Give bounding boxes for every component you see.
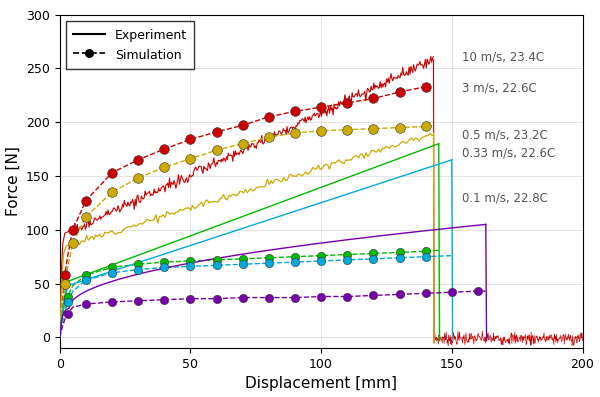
- Title: .: .: [320, 6, 322, 15]
- Legend: Experiment, Simulation: Experiment, Simulation: [66, 21, 194, 69]
- Text: 0.1 m/s, 22.8C: 0.1 m/s, 22.8C: [462, 191, 548, 204]
- Text: 0.5 m/s, 23.2C: 0.5 m/s, 23.2C: [462, 129, 548, 142]
- Text: 3 m/s, 22.6C: 3 m/s, 22.6C: [462, 81, 537, 94]
- Text: 10 m/s, 23.4C: 10 m/s, 23.4C: [462, 50, 544, 63]
- Y-axis label: Force [N]: Force [N]: [5, 146, 20, 216]
- Text: 0.33 m/s, 22.6C: 0.33 m/s, 22.6C: [462, 147, 556, 160]
- X-axis label: Displacement [mm]: Displacement [mm]: [245, 376, 397, 391]
